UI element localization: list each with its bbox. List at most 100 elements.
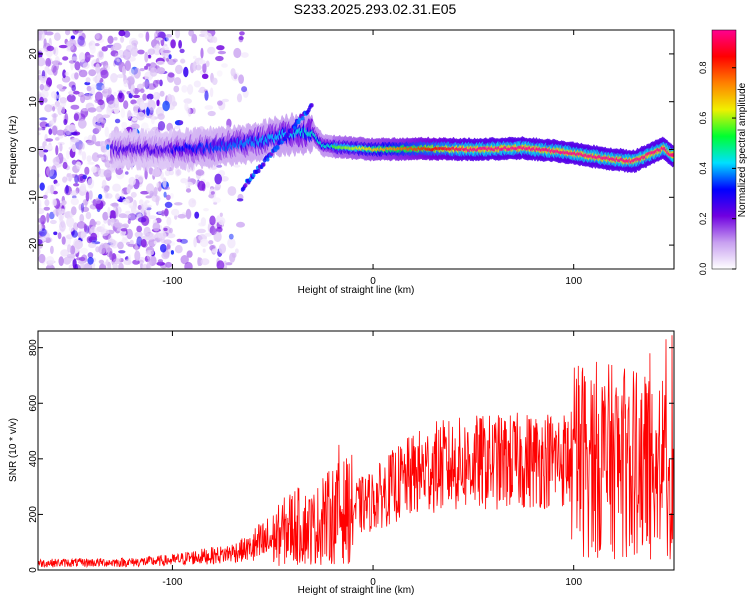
spectrogram-noise-cell bbox=[236, 93, 243, 103]
spectrogram-noise-cell bbox=[89, 221, 98, 226]
spectrogram-noise-cell bbox=[103, 149, 112, 157]
spectrogram-noise-cell bbox=[130, 84, 136, 95]
spectrogram-noise-cell bbox=[102, 88, 112, 98]
spectrogram-noise-cell bbox=[84, 166, 90, 175]
spectrogram-noise-cell bbox=[192, 107, 196, 115]
spectrogram-noise-cell bbox=[50, 91, 57, 99]
spectrogram-noise-cell bbox=[124, 60, 131, 72]
spectrogram-noise-cell bbox=[55, 101, 61, 111]
spectrogram-noise-cell bbox=[109, 210, 117, 221]
spectrogram-streak-cell bbox=[310, 103, 314, 108]
spectrogram-noise-cell bbox=[157, 230, 164, 239]
spectrogram-noise-cell bbox=[90, 84, 98, 90]
spectrogram-noise-cell bbox=[112, 263, 118, 269]
snr-panel: -100 0 100 0 200 400 600 800 Height of straight… bbox=[8, 330, 675, 596]
snr-xtick-label: -100 bbox=[162, 577, 182, 588]
spectrogram-noise-cell bbox=[54, 32, 61, 41]
spectrogram-noise-cell bbox=[56, 129, 65, 136]
spectrogram-noise-cell bbox=[117, 241, 124, 250]
spectrogram-noise-cell bbox=[43, 206, 50, 211]
spectrogram-noise-cell bbox=[48, 128, 53, 135]
spectrogram-noise-cell bbox=[120, 108, 126, 118]
spectrogram-noise-cell bbox=[59, 143, 63, 152]
spectrogram-noise-cell bbox=[95, 63, 101, 74]
spectrogram-noise-cell bbox=[81, 151, 87, 161]
spectrogram-noise-cell bbox=[209, 87, 214, 98]
spectrogram-noise-cell bbox=[80, 202, 85, 213]
spectrogram-noise-cell bbox=[140, 88, 145, 93]
colorbar-tick-label: 0.0 bbox=[698, 263, 708, 276]
spectrogram-noise-cell bbox=[81, 108, 90, 112]
spectrogram-noise-cell bbox=[145, 249, 155, 256]
spectrogram-noise-cell bbox=[68, 124, 76, 133]
spectrogram-noise-cell bbox=[38, 148, 45, 158]
spectrogram-noise-cell bbox=[180, 178, 188, 184]
spectrogram-ytick-label: 0 bbox=[28, 146, 39, 152]
spectrogram-noise-cell bbox=[212, 197, 221, 204]
spectrogram-noise-cell bbox=[166, 71, 175, 83]
spectrogram-noise-cell bbox=[39, 121, 48, 129]
spectrogram-noise-cell bbox=[79, 214, 85, 223]
spectrogram-noise-cell bbox=[122, 65, 126, 76]
spectrogram-noise-cell bbox=[120, 190, 124, 199]
spectrogram-noise-cell bbox=[94, 43, 100, 47]
spectrogram-noise-cell bbox=[46, 212, 50, 223]
spectrogram-noise-cell bbox=[38, 218, 44, 223]
spectrogram-noise-cell bbox=[146, 251, 152, 260]
spectrogram-noise-cell bbox=[107, 206, 111, 218]
spectrogram-noise-cell bbox=[148, 238, 156, 248]
spectrogram-noise-cell bbox=[50, 219, 57, 225]
spectrogram-noise-cell bbox=[79, 175, 84, 182]
spectrogram-noise-cell bbox=[86, 140, 95, 146]
spectrogram-noise-cell bbox=[68, 264, 74, 269]
spectrogram-noise-cell bbox=[168, 54, 172, 60]
spectrogram-noise-cell bbox=[83, 223, 87, 233]
spectrogram-noise-cell bbox=[159, 90, 165, 97]
spectrogram-noise-cell bbox=[85, 191, 90, 202]
spectrogram-noise-cell bbox=[110, 217, 115, 227]
spectrogram-noise-cell bbox=[45, 57, 52, 67]
spectrogram-noise-cell bbox=[113, 222, 123, 228]
spectrogram-noise-cell bbox=[125, 171, 129, 175]
spectrogram-noise-cell bbox=[202, 248, 206, 253]
spectrogram-noise-cell bbox=[131, 117, 138, 122]
spectrogram-noise-cell bbox=[126, 186, 131, 194]
spectrogram-noise-cell bbox=[45, 31, 54, 36]
spectrogram-noise-cell bbox=[156, 60, 166, 66]
spectrogram-noise-cell bbox=[193, 80, 201, 88]
spectrogram-noise-cell bbox=[171, 208, 180, 216]
spectrogram-noise-cell bbox=[100, 156, 105, 161]
spectrogram-noise-cell bbox=[147, 54, 152, 59]
spectrogram-noise-cell bbox=[74, 72, 79, 80]
spectrogram-noise-cell bbox=[40, 89, 49, 99]
spectrogram-noise-cell bbox=[185, 188, 192, 193]
spectrogram-noise-cell bbox=[196, 228, 206, 234]
spectrogram-noise-cell bbox=[96, 72, 101, 82]
spectrogram-noise-cell bbox=[60, 249, 70, 257]
spectrogram-noise-cell bbox=[85, 211, 92, 220]
spectrogram-noise-cell bbox=[44, 144, 53, 150]
spectrogram-noise-cell bbox=[72, 263, 81, 269]
spectrogram-noise-cell bbox=[57, 105, 63, 116]
spectrogram-noise-cell bbox=[38, 224, 43, 232]
spectrogram-noise-cell bbox=[166, 216, 172, 226]
spectrogram-noise-cell bbox=[197, 256, 201, 267]
spectrogram-noise-cell bbox=[173, 85, 180, 93]
spectrogram-noise-cell bbox=[233, 47, 242, 59]
spectrogram-noise-cell bbox=[120, 36, 125, 43]
spectrogram-noise-cell bbox=[104, 159, 111, 168]
spectrogram-noise-cell bbox=[162, 100, 170, 112]
spectrogram-noise-cell bbox=[66, 253, 76, 259]
spectrogram-noise-cell bbox=[70, 104, 80, 110]
spectrogram-noise-cell bbox=[164, 169, 171, 177]
spectrogram-noise-cell bbox=[121, 238, 128, 244]
colorbar: 0.0 0.2 0.4 0.6 0.8 Normalized spectral ampl… bbox=[698, 29, 748, 276]
spectrogram-noise-cell bbox=[106, 105, 113, 117]
spectrogram-noise-cell bbox=[227, 186, 237, 196]
spectrogram-noise-cell bbox=[228, 233, 234, 240]
spectrogram-noise-cell bbox=[204, 105, 214, 110]
spectrogram-noise-cell bbox=[107, 234, 113, 244]
spectrogram-noise-cell bbox=[43, 149, 49, 153]
spectrogram-noise-cell bbox=[62, 161, 68, 170]
